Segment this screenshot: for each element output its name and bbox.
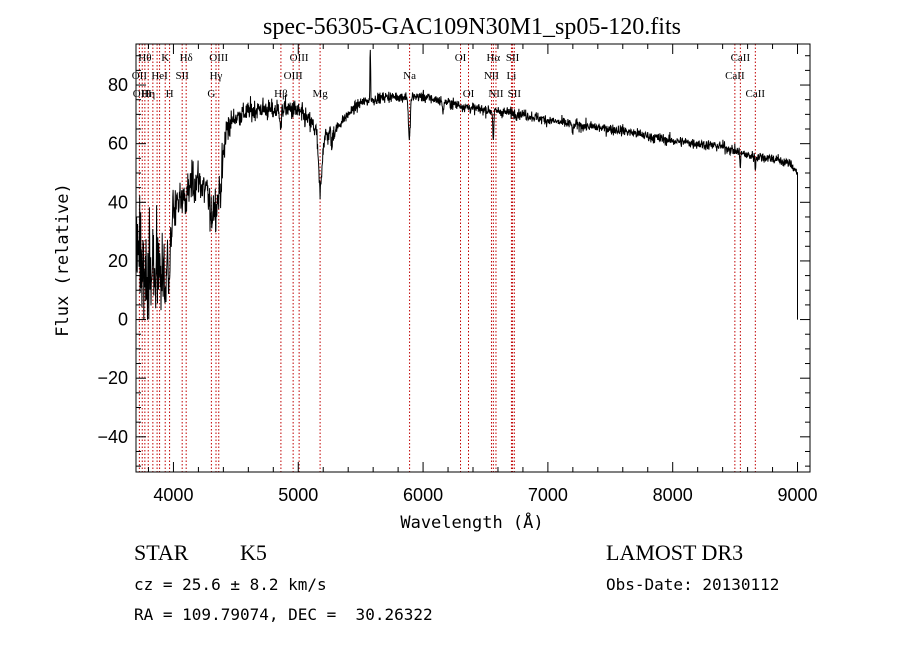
redshift-cz: cz = 25.6 ± 8.2 km/s: [134, 575, 327, 594]
line-marker-label: CaII: [746, 88, 766, 100]
line-marker-label: K: [161, 52, 169, 64]
y-axis-ticks: −40 −20 0 20 40 60 80: [97, 55, 810, 467]
line-marker-label: Mg: [312, 88, 328, 100]
y-tick-label: 60: [108, 134, 128, 154]
object-subclass: K5: [240, 540, 267, 565]
line-marker-label: Hθ: [138, 52, 151, 64]
line-marker-label: H: [166, 88, 174, 100]
line-marker-label: OI: [455, 52, 467, 64]
object-class: STAR: [134, 540, 189, 565]
x-axis-ticks: 4000 5000 6000 7000 8000 9000: [147, 44, 818, 505]
y-axis-label: Flux (relative): [53, 183, 73, 337]
line-marker-label: Hη: [141, 88, 155, 100]
line-marker-label: Hβ: [274, 88, 288, 100]
x-tick-label: 4000: [153, 485, 193, 505]
line-marker-label: NII: [484, 70, 500, 82]
y-tick-label: −20: [97, 368, 128, 388]
chart-title: spec-56305-GAC109N30M1_sp05-120.fits: [263, 14, 681, 40]
y-tick-label: 80: [108, 75, 128, 95]
x-tick-label: 9000: [777, 485, 817, 505]
line-marker-label: SII: [175, 70, 189, 82]
line-marker-label: Hα: [486, 52, 500, 64]
x-tick-label: 7000: [528, 485, 568, 505]
x-tick-label: 8000: [653, 485, 693, 505]
line-marker-label: SII: [506, 52, 520, 64]
line-marker-label: SII: [508, 88, 522, 100]
line-marker-label: CaII: [731, 52, 751, 64]
line-marker-label: OIII: [290, 52, 309, 64]
x-tick-label: 6000: [403, 485, 443, 505]
line-marker-label: OIII: [133, 88, 152, 100]
line-marker-label: OI: [463, 88, 475, 100]
x-tick-label: 5000: [278, 485, 318, 505]
y-tick-label: 20: [108, 251, 128, 271]
survey-name: LAMOST DR3: [606, 540, 743, 565]
x-axis-label: Wavelength (Å): [400, 511, 543, 533]
line-marker-label: OIII: [209, 52, 228, 64]
line-markers: [138, 44, 756, 472]
line-marker-label: G: [207, 88, 215, 100]
observation-date: Obs-Date: 20130112: [606, 575, 779, 594]
line-marker-label: OIII: [284, 70, 303, 82]
line-marker-label: Hγ: [210, 70, 223, 82]
line-marker-label: Na: [403, 70, 416, 82]
y-tick-label: 0: [118, 310, 128, 330]
line-marker-label: Li: [507, 70, 517, 82]
y-tick-label: 40: [108, 192, 128, 212]
y-tick-label: −40: [97, 427, 128, 447]
line-marker-labels: OIIOIIIHθHηHeIKHSIIHδGHγOIIIHβOIIIOIIIMg…: [132, 52, 766, 100]
line-marker-label: OII: [132, 70, 148, 82]
line-marker-label: NII: [488, 88, 504, 100]
line-marker-label: CaII: [725, 70, 745, 82]
spectrum-line: [135, 49, 798, 320]
line-marker-label: Hδ: [180, 52, 193, 64]
line-marker-label: HeI: [151, 70, 168, 82]
coordinates: RA = 109.79074, DEC = 30.26322: [134, 605, 433, 624]
